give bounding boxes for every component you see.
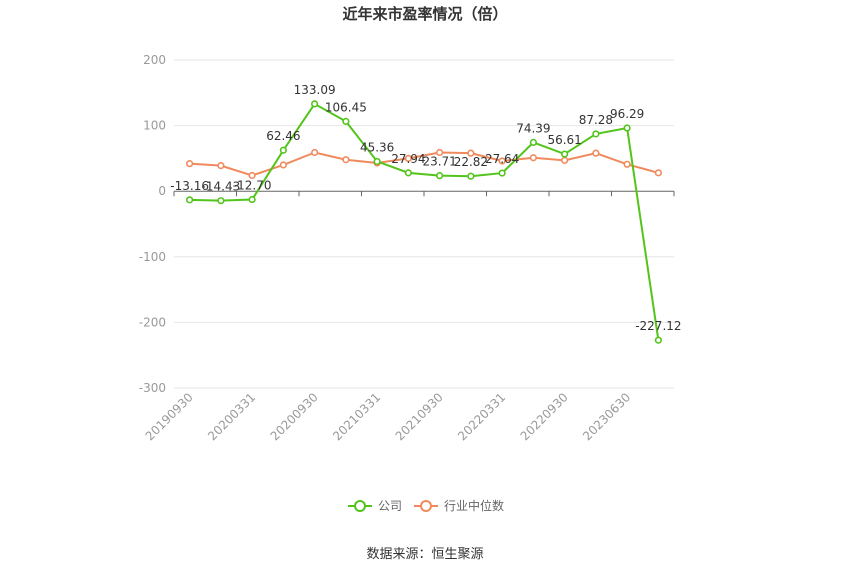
legend-label: 行业中位数 xyxy=(444,498,504,513)
legend-marker xyxy=(420,500,432,512)
industry-median-point[interactable] xyxy=(248,171,256,180)
industry-median-point[interactable] xyxy=(529,154,537,162)
company-data-label: 27.94 xyxy=(391,152,425,166)
y-tick-label: 100 xyxy=(143,119,166,133)
industry-median-point[interactable] xyxy=(217,162,225,170)
legend-marker xyxy=(354,500,366,512)
y-tick-label: -100 xyxy=(139,250,166,264)
industry-median-point[interactable] xyxy=(436,148,444,157)
industry-median-point[interactable] xyxy=(342,156,350,164)
gridlines xyxy=(174,59,674,389)
legend[interactable]: 公司 行业中位数 xyxy=(348,498,504,513)
industry-median-line xyxy=(189,151,659,177)
legend-label: 公司 xyxy=(378,499,402,513)
company-data-label: 106.45 xyxy=(325,100,367,114)
company-point[interactable] xyxy=(592,130,600,138)
company-data-label: 87.28 xyxy=(579,113,613,127)
industry-median-point[interactable] xyxy=(279,161,287,169)
legend-item-industry-median[interactable]: 行业中位数 xyxy=(414,498,504,513)
company-data-label: 62.46 xyxy=(266,129,300,143)
x-axis: 20190930 20200331 20200930 20210331 20210930… xyxy=(143,191,675,443)
x-tick-label: 20220331 xyxy=(455,390,508,443)
company-point[interactable] xyxy=(623,124,631,132)
industry-median-point[interactable] xyxy=(186,160,194,168)
y-tick-label: -300 xyxy=(139,381,166,395)
y-tick-label: -200 xyxy=(139,315,166,329)
company-data-label: 23.71 xyxy=(422,155,456,169)
company-data-label: 45.36 xyxy=(360,140,394,154)
company-data-label: 96.29 xyxy=(610,107,644,121)
company-point[interactable] xyxy=(467,172,475,180)
company-point[interactable] xyxy=(342,117,350,125)
y-axis: 200 100 0 -100 -200 -300 xyxy=(139,53,166,395)
company-point[interactable] xyxy=(529,138,537,147)
company-point[interactable] xyxy=(311,100,319,108)
company-data-label: 56.61 xyxy=(547,133,581,147)
x-tick-label: 20190930 xyxy=(143,390,196,443)
y-tick-label: 0 xyxy=(158,184,166,198)
company-data-label: -13.16 xyxy=(170,179,209,193)
company-point[interactable] xyxy=(654,336,662,344)
industry-median-point[interactable] xyxy=(467,149,475,157)
company-point[interactable] xyxy=(186,196,194,204)
y-tick-label: 200 xyxy=(143,53,166,67)
x-tick-label: 20200331 xyxy=(205,390,258,443)
x-tick-label: 20200930 xyxy=(268,390,321,443)
company-point[interactable] xyxy=(373,157,381,166)
data-labels: -13.16-14.43-12.70 62.46 133.09 106.45 45.36… xyxy=(170,83,681,333)
company-data-label: 22.82 xyxy=(454,155,488,169)
chart-title: 近年来市盈率情况（倍） xyxy=(342,5,507,23)
industry-median-point[interactable] xyxy=(498,157,506,165)
legend-item-company[interactable]: 公司 xyxy=(348,499,402,513)
company-data-label: 27.64 xyxy=(485,152,519,166)
company-data-label: -12.70 xyxy=(233,179,272,193)
x-tick-label: 20210930 xyxy=(393,390,446,443)
company-data-label: -14.43 xyxy=(202,180,241,194)
company-point[interactable] xyxy=(404,169,412,177)
industry-median-point[interactable] xyxy=(311,148,319,157)
company-line xyxy=(189,102,660,341)
industry-median-point[interactable] xyxy=(592,149,600,157)
company-point[interactable] xyxy=(498,169,506,177)
industry-median-point[interactable] xyxy=(623,160,631,168)
company-point[interactable] xyxy=(561,150,569,158)
x-tick-label: 20220930 xyxy=(518,390,571,443)
company-point[interactable] xyxy=(436,172,444,180)
company-data-label: -227.12 xyxy=(635,319,681,333)
industry-median-point[interactable] xyxy=(561,156,569,164)
company-point[interactable] xyxy=(217,197,225,205)
x-tick-label: 20230630 xyxy=(580,390,633,443)
company-data-label: 133.09 xyxy=(294,83,336,97)
industry-median-point[interactable] xyxy=(654,169,662,177)
company-point[interactable] xyxy=(248,195,256,204)
source-note: 数据来源：恒生聚源 xyxy=(366,547,483,562)
company-data-label: 74.39 xyxy=(516,121,550,135)
x-tick-label: 20210331 xyxy=(330,390,383,443)
series-lines xyxy=(186,100,662,344)
industry-median-point[interactable] xyxy=(404,154,412,162)
company-point[interactable] xyxy=(279,146,287,154)
